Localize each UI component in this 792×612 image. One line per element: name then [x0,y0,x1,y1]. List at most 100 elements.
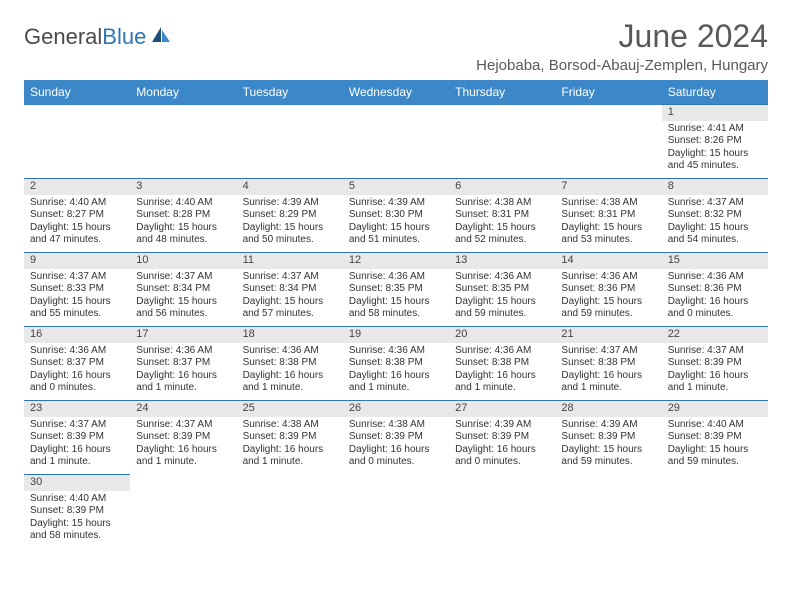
sunset-text: Sunset: 8:39 PM [668,431,762,444]
day-number-cell: 15 [662,253,768,269]
day-number-cell: 16 [24,327,130,343]
sunset-text: Sunset: 8:39 PM [349,431,443,444]
sunset-text: Sunset: 8:39 PM [561,431,655,444]
daylight-text: Daylight: 15 hours and 47 minutes. [30,222,124,247]
page-title: June 2024 [476,18,768,55]
daylight-text: Daylight: 15 hours and 57 minutes. [243,296,337,321]
day-number-cell: 5 [343,179,449,195]
day-number-cell: 20 [449,327,555,343]
sunset-text: Sunset: 8:27 PM [30,209,124,222]
weekday-header: Sunday [24,80,130,105]
day-content-cell: Sunrise: 4:38 AMSunset: 8:39 PMDaylight:… [343,417,449,475]
day-content-cell: Sunrise: 4:36 AMSunset: 8:35 PMDaylight:… [449,269,555,327]
day-number-cell: 23 [24,401,130,417]
day-number-cell: 11 [237,253,343,269]
content-row: Sunrise: 4:37 AMSunset: 8:39 PMDaylight:… [24,417,768,475]
day-number-cell: 26 [343,401,449,417]
day-number-cell: 8 [662,179,768,195]
sunset-text: Sunset: 8:38 PM [243,357,337,370]
sunrise-text: Sunrise: 4:36 AM [349,345,443,358]
daylight-text: Daylight: 16 hours and 0 minutes. [349,444,443,469]
day-number-cell: 13 [449,253,555,269]
day-number-cell [237,475,343,491]
sunrise-text: Sunrise: 4:40 AM [30,197,124,210]
day-content-cell: Sunrise: 4:36 AMSunset: 8:38 PMDaylight:… [343,343,449,401]
sunrise-text: Sunrise: 4:37 AM [668,197,762,210]
sunset-text: Sunset: 8:39 PM [455,431,549,444]
day-content-cell: Sunrise: 4:38 AMSunset: 8:31 PMDaylight:… [449,195,555,253]
daynum-row: 1 [24,105,768,121]
day-number-cell: 14 [555,253,661,269]
daylight-text: Daylight: 15 hours and 59 minutes. [455,296,549,321]
sunrise-text: Sunrise: 4:38 AM [455,197,549,210]
day-content-cell: Sunrise: 4:36 AMSunset: 8:38 PMDaylight:… [237,343,343,401]
day-content-cell: Sunrise: 4:41 AMSunset: 8:26 PMDaylight:… [662,121,768,179]
day-content-cell: Sunrise: 4:36 AMSunset: 8:36 PMDaylight:… [662,269,768,327]
day-content-cell [555,121,661,179]
day-number-cell: 28 [555,401,661,417]
day-content-cell: Sunrise: 4:37 AMSunset: 8:32 PMDaylight:… [662,195,768,253]
sunrise-text: Sunrise: 4:37 AM [668,345,762,358]
day-content-cell: Sunrise: 4:39 AMSunset: 8:39 PMDaylight:… [555,417,661,475]
sunrise-text: Sunrise: 4:39 AM [349,197,443,210]
daylight-text: Daylight: 15 hours and 59 minutes. [561,444,655,469]
daylight-text: Daylight: 15 hours and 54 minutes. [668,222,762,247]
daylight-text: Daylight: 15 hours and 59 minutes. [561,296,655,321]
day-content-cell: Sunrise: 4:40 AMSunset: 8:39 PMDaylight:… [24,491,130,549]
day-number-cell: 1 [662,105,768,121]
day-content-cell [662,491,768,549]
sunrise-text: Sunrise: 4:39 AM [561,419,655,432]
daylight-text: Daylight: 15 hours and 51 minutes. [349,222,443,247]
day-number-cell [24,105,130,121]
weekday-header: Thursday [449,80,555,105]
sunrise-text: Sunrise: 4:40 AM [136,197,230,210]
sunset-text: Sunset: 8:34 PM [136,283,230,296]
day-content-cell: Sunrise: 4:39 AMSunset: 8:39 PMDaylight:… [449,417,555,475]
day-number-cell: 30 [24,475,130,491]
location-text: Hejobaba, Borsod-Abauj-Zemplen, Hungary [476,57,768,74]
sunrise-text: Sunrise: 4:39 AM [243,197,337,210]
content-row: Sunrise: 4:40 AMSunset: 8:27 PMDaylight:… [24,195,768,253]
day-number-cell: 17 [130,327,236,343]
day-number-cell: 22 [662,327,768,343]
sunset-text: Sunset: 8:31 PM [455,209,549,222]
day-number-cell [237,105,343,121]
day-content-cell: Sunrise: 4:40 AMSunset: 8:27 PMDaylight:… [24,195,130,253]
sunset-text: Sunset: 8:39 PM [243,431,337,444]
sunset-text: Sunset: 8:35 PM [455,283,549,296]
logo-text-1: General [24,24,102,49]
sunrise-text: Sunrise: 4:41 AM [668,123,762,136]
daylight-text: Daylight: 16 hours and 1 minute. [349,370,443,395]
daylight-text: Daylight: 15 hours and 59 minutes. [668,444,762,469]
day-number-cell [555,105,661,121]
sunrise-text: Sunrise: 4:36 AM [136,345,230,358]
title-block: June 2024 Hejobaba, Borsod-Abauj-Zemplen… [476,18,768,74]
day-content-cell: Sunrise: 4:40 AMSunset: 8:28 PMDaylight:… [130,195,236,253]
sunrise-text: Sunrise: 4:36 AM [455,271,549,284]
day-content-cell: Sunrise: 4:36 AMSunset: 8:35 PMDaylight:… [343,269,449,327]
day-content-cell: Sunrise: 4:37 AMSunset: 8:38 PMDaylight:… [555,343,661,401]
day-number-cell: 19 [343,327,449,343]
daynum-row: 9101112131415 [24,253,768,269]
day-content-cell: Sunrise: 4:37 AMSunset: 8:34 PMDaylight:… [237,269,343,327]
daylight-text: Daylight: 16 hours and 1 minute. [243,444,337,469]
daylight-text: Daylight: 15 hours and 58 minutes. [30,518,124,543]
day-content-cell: Sunrise: 4:36 AMSunset: 8:38 PMDaylight:… [449,343,555,401]
sunset-text: Sunset: 8:37 PM [136,357,230,370]
daylight-text: Daylight: 15 hours and 50 minutes. [243,222,337,247]
sunrise-text: Sunrise: 4:40 AM [668,419,762,432]
day-content-cell: Sunrise: 4:37 AMSunset: 8:39 PMDaylight:… [24,417,130,475]
weekday-header: Tuesday [237,80,343,105]
weekday-header: Saturday [662,80,768,105]
daynum-row: 23242526272829 [24,401,768,417]
day-number-cell: 6 [449,179,555,195]
day-number-cell: 24 [130,401,236,417]
sunset-text: Sunset: 8:38 PM [561,357,655,370]
sunset-text: Sunset: 8:39 PM [30,431,124,444]
sunrise-text: Sunrise: 4:39 AM [455,419,549,432]
calendar-table: Sunday Monday Tuesday Wednesday Thursday… [24,80,768,549]
sunset-text: Sunset: 8:38 PM [349,357,443,370]
sunrise-text: Sunrise: 4:36 AM [561,271,655,284]
sunset-text: Sunset: 8:39 PM [30,505,124,518]
day-number-cell [449,105,555,121]
